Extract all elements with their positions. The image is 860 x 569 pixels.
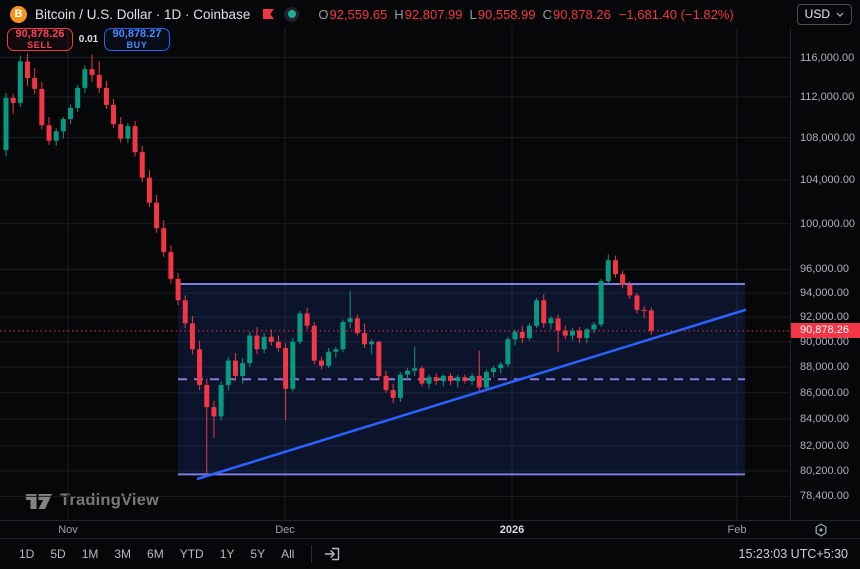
range-button-3m[interactable]: 3M	[114, 547, 132, 561]
bottom-toolbar: 1D 5D 1M 3M 6M YTD 1Y 5Y All 15:23:03 UTC+5:30	[0, 538, 860, 569]
price-axis-label: 116,000.00	[800, 51, 855, 64]
spread-value: 0.01	[78, 34, 99, 45]
buy-button[interactable]: 90,878.27 BUY	[104, 28, 170, 51]
candlestick-series	[3, 53, 654, 476]
sell-price: 90,878.26	[15, 27, 65, 40]
bitcoin-logo-icon: B	[10, 5, 27, 23]
time-axis[interactable]: Nov Dec 2026 Feb	[0, 520, 860, 539]
currency-value: USD	[804, 7, 830, 21]
buy-price: 90,878.27	[112, 27, 162, 40]
change-value: −1,681.40 (−1.82%)	[618, 6, 734, 22]
range-button-5d[interactable]: 5D	[50, 547, 66, 561]
buy-label: BUY	[126, 39, 148, 50]
tradingview-watermark[interactable]: TradingView	[26, 491, 159, 510]
price-axis-label: 94,000.00	[800, 287, 849, 300]
range-button-1d[interactable]: 1D	[19, 547, 35, 561]
ohlc-values: O 92,559.65 H 92,807.99 L 90,558.99 C 90…	[311, 7, 733, 22]
range-button-5y[interactable]: 5Y	[250, 547, 266, 561]
range-buttons: 1D 5D 1M 3M 6M YTD 1Y 5Y All	[12, 544, 301, 564]
chevron-down-icon	[836, 12, 844, 17]
price-axis-label: 104,000.00	[800, 173, 856, 186]
time-axis-label: Feb	[727, 524, 747, 536]
high-label: H	[394, 6, 404, 22]
price-axis-label: 82,000.00	[800, 440, 849, 453]
close-value: 90,878.26	[553, 6, 611, 22]
range-button-all[interactable]: All	[281, 547, 295, 561]
price-axis-label: 86,000.00	[800, 386, 849, 399]
price-axis-label: 100,000.00	[800, 217, 856, 230]
gear-icon[interactable]	[814, 523, 828, 537]
trendline-drawing[interactable]	[196, 308, 747, 480]
low-value: 90,558.99	[477, 6, 536, 22]
goto-date-icon[interactable]	[322, 544, 343, 564]
price-axis-label: 112,000.00	[800, 90, 855, 103]
range-button-1m[interactable]: 1M	[81, 547, 99, 561]
toolbar-divider	[311, 545, 313, 563]
price-axis-label: 78,400.00	[800, 490, 849, 503]
range-button-6m[interactable]: 6M	[147, 547, 164, 561]
time-axis-label: 2026	[499, 524, 525, 536]
open-label: O	[318, 6, 329, 22]
high-value: 92,807.99	[404, 6, 463, 22]
watermark-label: TradingView	[60, 491, 160, 509]
price-axis-label: 90,000.00	[800, 335, 849, 348]
currency-selector[interactable]: USD	[796, 3, 852, 25]
symbol-title[interactable]: Bitcoin / U.S. Dollar · 1D · Coinbase	[35, 6, 251, 22]
time-axis-label: Nov	[58, 524, 78, 536]
last-price-tag: 90,878.26	[791, 323, 860, 339]
order-panel: 90,878.26 SELL 0.01 90,878.27 BUY	[7, 28, 170, 51]
price-axis-label: 108,000.00	[800, 131, 856, 144]
sell-label: SELL	[27, 39, 53, 50]
sell-button[interactable]: 90,878.26 SELL	[7, 28, 73, 51]
range-button-ytd[interactable]: YTD	[179, 547, 204, 561]
low-label: L	[469, 6, 477, 22]
tradingview-logo-icon	[26, 493, 52, 509]
chart-header: B Bitcoin / U.S. Dollar · 1D · Coinbase …	[0, 0, 860, 28]
time-axis-label: Dec	[275, 524, 295, 536]
price-axis-label: 92,000.00	[800, 311, 849, 324]
close-label: C	[542, 6, 552, 22]
market-status-icon[interactable]	[284, 6, 300, 22]
price-axis-label: 84,000.00	[800, 413, 849, 426]
rectangle-drawing[interactable]	[178, 283, 745, 476]
open-value: 92,559.65	[329, 6, 388, 22]
flag-icon[interactable]	[263, 9, 275, 19]
clock: 15:23:03 UTC+5:30	[738, 547, 848, 561]
price-axis-label: 80,200.00	[800, 464, 849, 477]
grid-lines	[0, 28, 790, 520]
price-axis-label: 96,000.00	[800, 263, 849, 276]
price-axis[interactable]: 90,878.26 116,000.00 112,000.00 108,000.00…	[790, 28, 860, 520]
price-axis-label: 88,000.00	[800, 360, 849, 373]
range-button-1y[interactable]: 1Y	[219, 547, 235, 561]
